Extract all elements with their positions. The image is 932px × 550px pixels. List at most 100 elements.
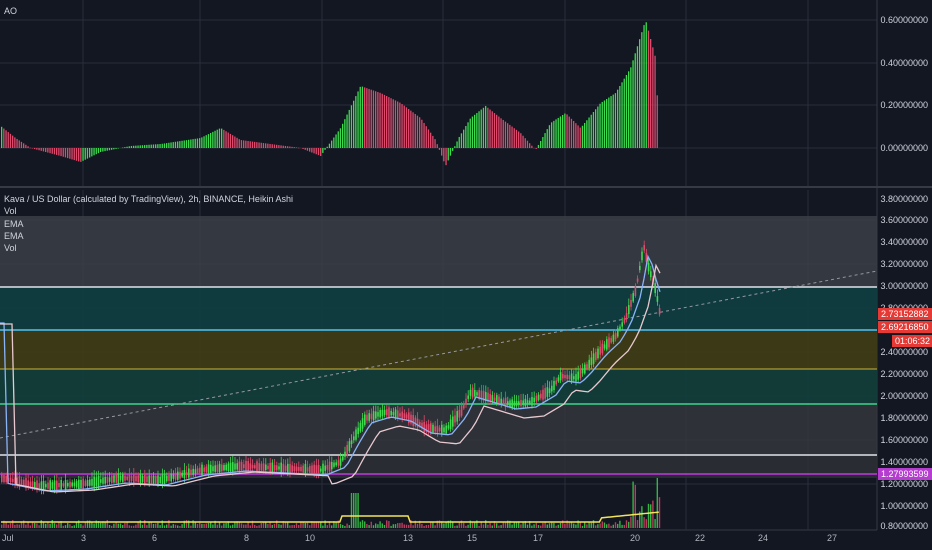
volume-bar (577, 520, 579, 528)
candle-body (592, 353, 595, 364)
volume-bar (221, 525, 223, 528)
ao-bar (436, 144, 438, 148)
price-tick: 3.40000000 (880, 237, 928, 247)
volume-bar (236, 521, 238, 528)
ao-bar (645, 22, 647, 149)
candle-body (89, 479, 91, 486)
volume-bar (628, 521, 630, 528)
zone-olive[interactable] (0, 330, 877, 369)
candle-body (410, 414, 412, 424)
volume-bar (531, 525, 533, 528)
ao-bar (469, 118, 471, 148)
zone-gray-top[interactable] (0, 216, 877, 287)
ao-bar (269, 143, 271, 148)
volume-bar (328, 521, 331, 528)
volume-bar (469, 520, 471, 528)
legend-vol[interactable]: Vol (4, 243, 17, 253)
volume-bar (355, 493, 357, 528)
ao-bar (372, 90, 375, 148)
candle-body (58, 482, 60, 488)
candle-body (445, 425, 447, 434)
candle-body (80, 479, 82, 489)
ao-bar (370, 89, 372, 148)
ao-bar (357, 91, 359, 148)
candle-body (427, 424, 430, 433)
ao-title: AO (4, 6, 18, 16)
ao-bar (320, 148, 322, 156)
candle-body (313, 464, 315, 475)
candle-body (614, 333, 617, 340)
candle-body (493, 397, 496, 401)
candle-body (361, 418, 364, 429)
date-label: 20 (630, 533, 641, 543)
candle-body (636, 278, 639, 282)
candle-body (337, 460, 340, 466)
price-tick: 1.80000000 (880, 413, 928, 423)
candle-body (126, 476, 128, 480)
candle-body (119, 475, 122, 481)
candle-body (348, 441, 351, 452)
ao-bar (566, 114, 568, 148)
volume-bar (573, 523, 575, 528)
price-tick: 1.60000000 (880, 435, 928, 445)
ao-bar (280, 145, 282, 148)
ao-bar (240, 140, 243, 148)
candle-body (502, 399, 505, 405)
ao-bar (216, 129, 218, 148)
trend-line[interactable] (0, 270, 878, 439)
candle-body (51, 482, 54, 489)
legend-ema[interactable]: EMA (4, 219, 24, 229)
legend-vol[interactable]: Vol (4, 206, 17, 216)
ao-bar (91, 148, 93, 157)
ao-bar (23, 143, 25, 148)
ao-bar (641, 32, 643, 148)
candle-body (449, 419, 452, 430)
ao-bar (168, 142, 170, 148)
ao-bar (401, 104, 403, 148)
ao-bar (7, 132, 9, 148)
ao-bar (520, 133, 522, 148)
ao-bar (399, 102, 401, 148)
candle-body (185, 472, 188, 476)
ao-bar (104, 148, 106, 152)
candle-body (474, 389, 476, 397)
candle-body (289, 463, 291, 474)
volume-bar (645, 519, 647, 528)
candle-body (267, 465, 269, 469)
zone-gray-mid[interactable] (0, 404, 877, 455)
zone-teal-lower[interactable] (0, 369, 877, 404)
volume-bar (456, 525, 458, 528)
candle-body (606, 339, 608, 350)
volume-bar (75, 521, 78, 528)
volume-bar (243, 524, 245, 528)
candle-body (317, 464, 320, 475)
ao-bar (18, 140, 20, 148)
candle-body (62, 483, 65, 487)
close-price-tag: 2.69216850 (878, 321, 932, 333)
ao-bar (551, 122, 553, 148)
ao-bar (434, 139, 436, 148)
candle-body (141, 475, 144, 483)
ao-bar (348, 109, 350, 148)
candle-body (513, 401, 516, 407)
volume-bar (366, 523, 368, 528)
symbol-legend-title[interactable]: Kava / US Dollar (calculated by TradingV… (4, 194, 293, 204)
ao-bar (524, 138, 526, 148)
ao-bar (295, 147, 298, 148)
candle-body (282, 463, 285, 473)
volume-bar (150, 521, 152, 528)
ao-bar (361, 86, 364, 148)
ao-bar (1, 126, 3, 148)
candle-body (91, 478, 93, 486)
volume-bar (467, 524, 469, 528)
volume-bar (122, 525, 124, 528)
candle-body (568, 375, 571, 380)
candle-body (641, 251, 643, 261)
candle-body (130, 476, 133, 481)
candle-body (113, 475, 115, 483)
candle-body (617, 328, 619, 337)
ao-bar (67, 148, 69, 159)
legend-ema[interactable]: EMA (4, 231, 24, 241)
zone-teal-upper[interactable] (0, 287, 877, 330)
